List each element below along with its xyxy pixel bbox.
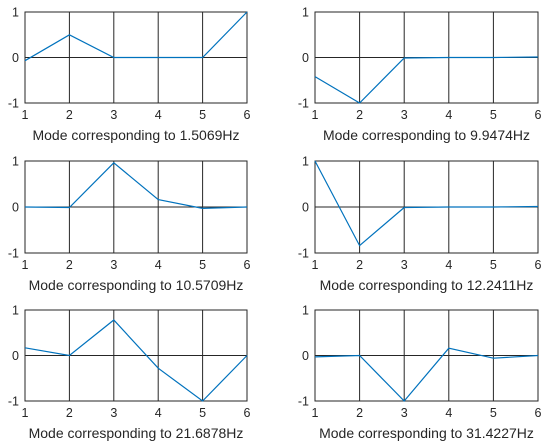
- mode-shape-line: [24, 161, 248, 210]
- y-tick-label: 1: [302, 6, 309, 20]
- x-tick-label: 4: [445, 406, 452, 420]
- x-tick-label: 2: [66, 258, 73, 272]
- x-tick-label: 3: [401, 108, 408, 122]
- y-tick-label: -1: [298, 247, 309, 261]
- x-tick-label: 6: [244, 406, 251, 420]
- x-axis-label: Mode corresponding to 31.4227Hz: [319, 425, 534, 441]
- x-tick-label: 6: [535, 258, 542, 272]
- x-axis-label: Mode corresponding to 12.2411Hz: [320, 277, 534, 293]
- x-tick-label: 3: [401, 406, 408, 420]
- x-tick-label: 1: [312, 258, 319, 272]
- y-tick-label: 0: [12, 201, 19, 215]
- x-tick-label: 6: [535, 406, 542, 420]
- x-tick-label: 5: [490, 406, 497, 420]
- x-tick-label: 3: [110, 258, 117, 272]
- x-tick-label: 2: [356, 258, 363, 272]
- y-tick-label: -1: [8, 97, 19, 111]
- x-tick-label: 1: [312, 406, 319, 420]
- x-tick-label: 3: [401, 258, 408, 272]
- x-axis-label: Mode corresponding to 1.5069Hz: [32, 127, 239, 143]
- x-tick-label: 1: [22, 406, 29, 420]
- x-axis-label: Mode corresponding to 21.6878Hz: [29, 425, 244, 441]
- y-tick-label: 0: [302, 51, 309, 65]
- y-tick-label: 0: [302, 201, 309, 215]
- y-tick-label: 1: [12, 6, 19, 20]
- x-tick-label: 2: [66, 108, 73, 122]
- x-tick-label: 2: [356, 406, 363, 420]
- y-tick-label: -1: [298, 395, 309, 409]
- x-tick-label: 1: [22, 258, 29, 272]
- y-tick-label: -1: [8, 247, 19, 261]
- x-tick-label: 6: [244, 258, 251, 272]
- x-tick-label: 6: [244, 108, 251, 122]
- mode-shape-line: [314, 56, 539, 104]
- x-axis-label: Mode corresponding to 10.5709Hz: [29, 277, 244, 293]
- chart-panel: 1 2 3 4 5 6 -1 0 1 Mode corresponding to 9.9474Hz: [298, 6, 542, 144]
- x-tick-label: 4: [155, 258, 162, 272]
- mode-shape-line: [314, 347, 539, 402]
- x-tick-label: 6: [535, 108, 542, 122]
- y-tick-label: 1: [302, 304, 309, 318]
- x-tick-label: 4: [445, 258, 452, 272]
- mode-shape-line: [24, 319, 248, 402]
- x-tick-label: 5: [490, 258, 497, 272]
- y-tick-label: -1: [298, 97, 309, 111]
- x-tick-label: 4: [155, 108, 162, 122]
- y-tick-label: 0: [302, 349, 309, 363]
- x-tick-label: 1: [22, 108, 29, 122]
- x-axis-label: Mode corresponding to 9.9474Hz: [323, 127, 530, 143]
- y-tick-label: 0: [12, 51, 19, 65]
- x-tick-label: 4: [155, 406, 162, 420]
- x-tick-label: 2: [356, 108, 363, 122]
- y-tick-label: 1: [12, 155, 19, 169]
- y-tick-label: 0: [12, 349, 19, 363]
- x-tick-label: 5: [199, 108, 206, 122]
- x-tick-label: 3: [110, 108, 117, 122]
- x-tick-label: 2: [66, 406, 73, 420]
- y-tick-label: 1: [12, 304, 19, 318]
- x-tick-label: 3: [110, 406, 117, 420]
- x-tick-label: 1: [312, 108, 319, 122]
- x-tick-label: 5: [490, 108, 497, 122]
- x-tick-label: 4: [445, 108, 452, 122]
- mode-shape-line: [314, 160, 539, 247]
- y-tick-label: -1: [8, 395, 19, 409]
- y-tick-label: 1: [302, 155, 309, 169]
- x-tick-label: 5: [199, 258, 206, 272]
- mode-shape-line: [24, 11, 248, 62]
- x-tick-label: 5: [199, 406, 206, 420]
- axes-box: [24, 11, 248, 104]
